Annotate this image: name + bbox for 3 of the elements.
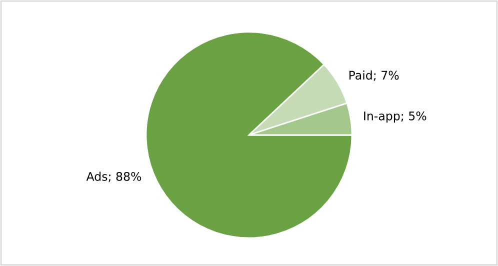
slice-label: Paid; 7% [349, 70, 399, 81]
slice-label: In-app; 5% [364, 111, 426, 123]
slice-label: Ads; 88% [86, 172, 142, 182]
